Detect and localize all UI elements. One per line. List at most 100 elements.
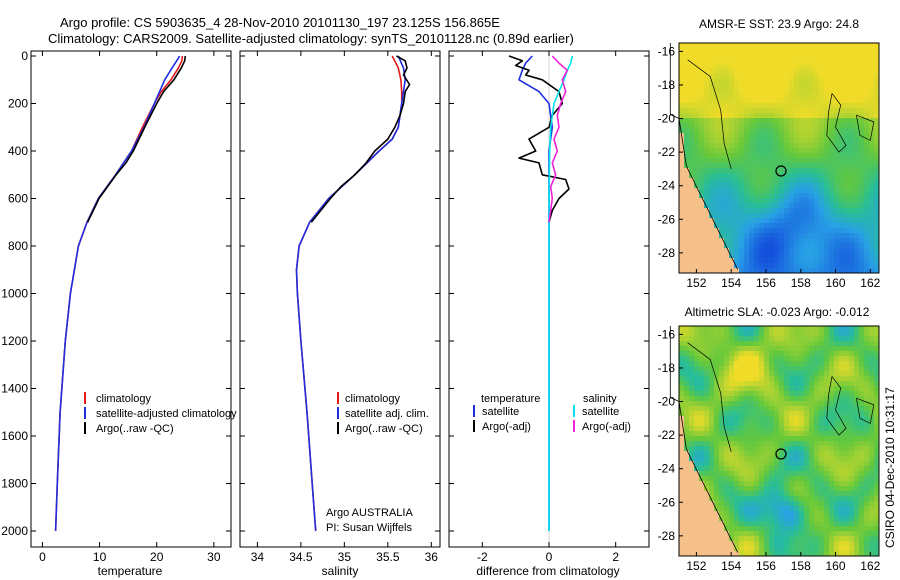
heatmap-cell xyxy=(699,203,705,209)
heatmap-cell xyxy=(839,521,845,527)
heatmap-cell xyxy=(829,381,835,387)
heatmap-cell xyxy=(824,551,830,557)
heatmap-cell xyxy=(804,436,810,442)
heatmap-cell xyxy=(789,416,795,422)
heatmap-cell xyxy=(834,128,840,134)
heatmap-cell xyxy=(704,391,710,397)
heatmap-cell xyxy=(809,193,815,199)
heatmap-cell xyxy=(719,346,725,352)
heatmap-cell xyxy=(744,238,750,244)
heatmap-cell xyxy=(789,143,795,149)
heatmap-cell xyxy=(774,258,780,264)
heatmap-cell xyxy=(859,341,865,347)
heatmap-cell xyxy=(729,223,735,229)
heatmap-cell xyxy=(809,421,815,427)
heatmap-cell xyxy=(824,336,830,342)
heatmap-cell xyxy=(764,103,770,109)
heatmap-cell xyxy=(719,178,725,184)
heatmap-cell xyxy=(744,208,750,214)
heatmap-cell xyxy=(744,73,750,79)
heatmap-cell xyxy=(769,198,775,204)
heatmap-cell xyxy=(684,526,690,532)
heatmap-cell xyxy=(794,381,800,387)
heatmap-cell xyxy=(804,103,810,109)
heatmap-cell xyxy=(769,48,775,54)
heatmap-cell xyxy=(834,501,840,507)
heatmap-cell xyxy=(844,436,850,442)
heatmap-cell xyxy=(869,248,875,254)
heatmap-cell xyxy=(869,481,875,487)
heatmap-cell xyxy=(699,346,705,352)
heatmap-cell xyxy=(789,406,795,412)
heatmap-cell xyxy=(679,203,685,209)
x-tick-label: 36 xyxy=(425,550,439,564)
heatmap-cell xyxy=(849,143,855,149)
heatmap-cell xyxy=(829,138,835,144)
heatmap-cell xyxy=(704,466,710,472)
heatmap-cell xyxy=(769,481,775,487)
heatmap-cell xyxy=(694,466,700,472)
heatmap-cell xyxy=(694,371,700,377)
heatmap-cell xyxy=(809,366,815,372)
heatmap-cell xyxy=(764,506,770,512)
heatmap-cell xyxy=(854,63,860,69)
heatmap-cell xyxy=(764,386,770,392)
heatmap-cell xyxy=(734,521,740,527)
heatmap-cell xyxy=(854,326,860,332)
heatmap-cell xyxy=(874,531,880,537)
heatmap-cell xyxy=(844,506,850,512)
heatmap-cell xyxy=(849,516,855,522)
heatmap-cell xyxy=(814,381,820,387)
heatmap-cell xyxy=(874,501,880,507)
heatmap-cell xyxy=(729,486,735,492)
heatmap-cell xyxy=(689,213,695,219)
heatmap-cell xyxy=(739,441,745,447)
heatmap-cell xyxy=(834,476,840,482)
heatmap-cell xyxy=(719,148,725,154)
heatmap-cell xyxy=(739,386,745,392)
heatmap-cell xyxy=(694,461,700,467)
heatmap-cell xyxy=(824,461,830,467)
heatmap-cell xyxy=(684,138,690,144)
heatmap-cell xyxy=(859,371,865,377)
heatmap-cell xyxy=(729,431,735,437)
heatmap-cell xyxy=(819,451,825,457)
heatmap-cell xyxy=(709,536,715,542)
heatmap-cell xyxy=(824,511,830,517)
heatmap-cell xyxy=(739,496,745,502)
heatmap-cell xyxy=(854,88,860,94)
heatmap-cell xyxy=(824,441,830,447)
heatmap-cell xyxy=(874,218,880,224)
heatmap-cell xyxy=(819,331,825,337)
heatmap-cell xyxy=(804,486,810,492)
heatmap-cell xyxy=(784,526,790,532)
heatmap-cell xyxy=(689,536,695,542)
heatmap-cell xyxy=(789,471,795,477)
heatmap-cell xyxy=(799,386,805,392)
temperature-axis-label: temperature xyxy=(98,564,163,578)
heatmap-cell xyxy=(824,411,830,417)
heatmap-cell xyxy=(869,511,875,517)
heatmap-cell xyxy=(684,441,690,447)
heatmap-cell xyxy=(849,356,855,362)
heatmap-cell xyxy=(799,53,805,59)
heatmap-cell xyxy=(839,496,845,502)
heatmap-cell xyxy=(874,466,880,472)
heatmap-cell xyxy=(689,341,695,347)
heatmap-cell xyxy=(849,243,855,249)
heatmap-cell xyxy=(714,426,720,432)
heatmap-cell xyxy=(729,391,735,397)
heatmap-cell xyxy=(679,83,685,89)
heatmap-cell xyxy=(749,421,755,427)
heatmap-cell xyxy=(749,158,755,164)
heatmap-cell xyxy=(799,456,805,462)
heatmap-cell xyxy=(849,208,855,214)
heatmap-cell xyxy=(764,396,770,402)
heatmap-cell xyxy=(854,441,860,447)
heatmap-cell xyxy=(714,73,720,79)
heatmap-cell xyxy=(749,233,755,239)
heatmap-cell xyxy=(789,386,795,392)
heatmap-cell xyxy=(764,426,770,432)
heatmap-cell xyxy=(694,58,700,64)
heatmap-cell xyxy=(874,376,880,382)
